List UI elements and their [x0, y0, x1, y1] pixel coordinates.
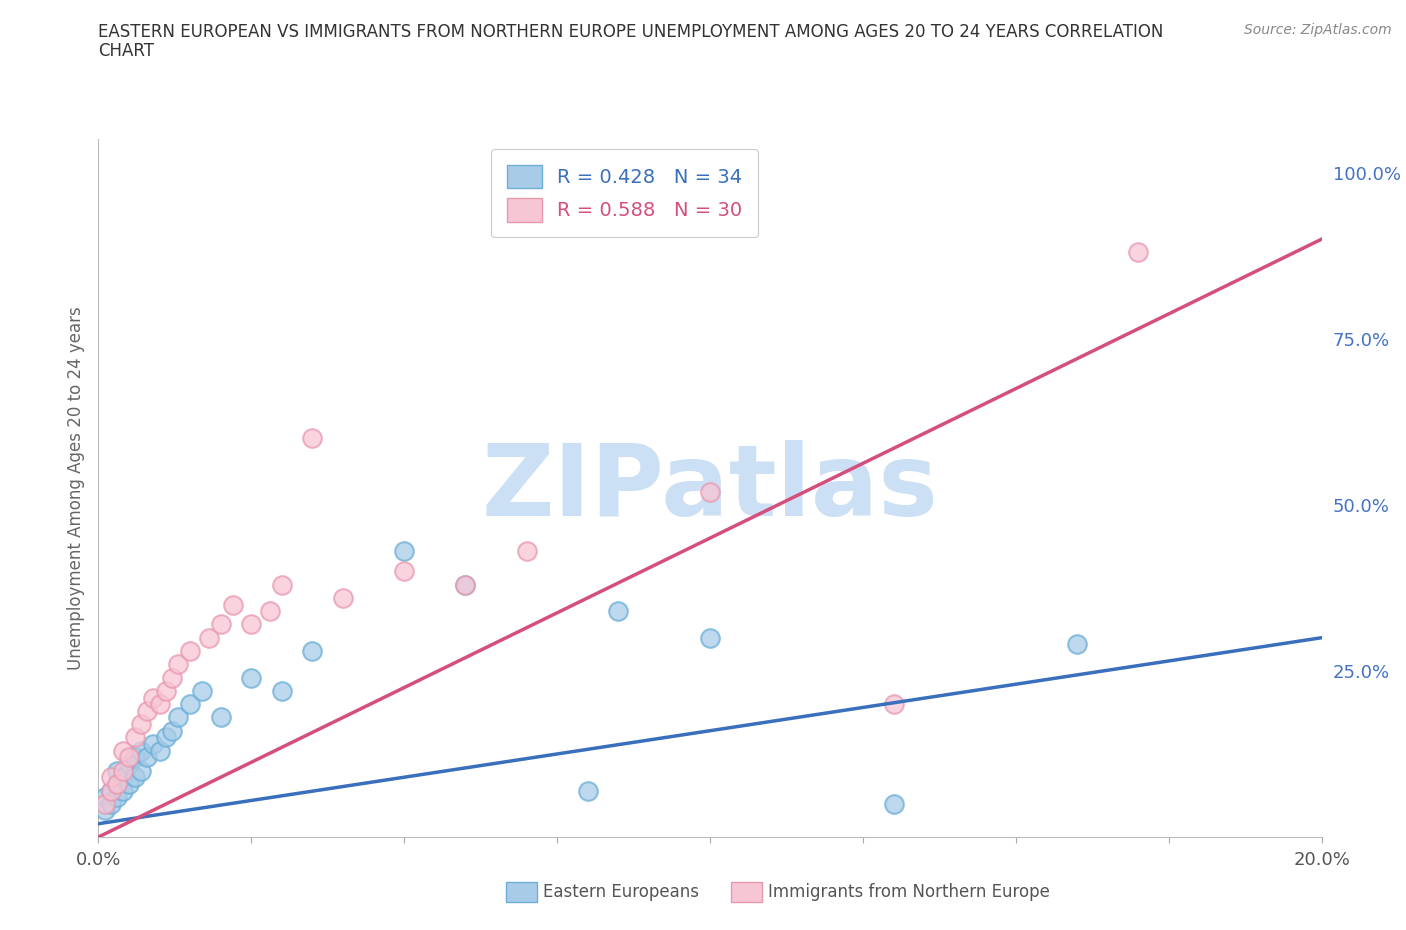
- Point: [301, 644, 323, 658]
- Point: [167, 657, 190, 671]
- Point: [259, 604, 281, 618]
- Point: [209, 710, 232, 724]
- Point: [136, 750, 159, 764]
- Point: [155, 730, 177, 745]
- Point: [155, 684, 177, 698]
- Legend: R = 0.428   N = 34, R = 0.588   N = 30: R = 0.428 N = 34, R = 0.588 N = 30: [491, 149, 758, 237]
- Point: [100, 783, 122, 798]
- Point: [392, 564, 416, 578]
- Point: [105, 777, 128, 791]
- Point: [1128, 245, 1150, 259]
- Text: Immigrants from Northern Europe: Immigrants from Northern Europe: [768, 883, 1049, 901]
- Point: [100, 783, 122, 798]
- Point: [100, 770, 122, 785]
- Point: [124, 750, 146, 764]
- Point: [129, 764, 152, 778]
- Point: [607, 604, 630, 618]
- Point: [142, 690, 165, 705]
- Point: [191, 684, 214, 698]
- Point: [142, 737, 165, 751]
- Point: [222, 597, 245, 612]
- Point: [124, 730, 146, 745]
- Point: [1066, 637, 1088, 652]
- Point: [179, 644, 201, 658]
- Point: [111, 783, 134, 798]
- Point: [240, 671, 263, 685]
- Point: [197, 631, 219, 645]
- Text: Eastern Europeans: Eastern Europeans: [543, 883, 699, 901]
- Point: [136, 703, 159, 718]
- Point: [129, 717, 152, 732]
- Point: [240, 617, 263, 631]
- Point: [516, 544, 538, 559]
- Point: [332, 591, 354, 605]
- Point: [105, 764, 128, 778]
- Point: [883, 796, 905, 811]
- Point: [160, 671, 183, 685]
- Point: [392, 544, 416, 559]
- Point: [149, 743, 172, 758]
- Y-axis label: Unemployment Among Ages 20 to 24 years: Unemployment Among Ages 20 to 24 years: [66, 306, 84, 671]
- Text: EASTERN EUROPEAN VS IMMIGRANTS FROM NORTHERN EUROPE UNEMPLOYMENT AMONG AGES 20 T: EASTERN EUROPEAN VS IMMIGRANTS FROM NORT…: [98, 23, 1164, 41]
- Point: [105, 790, 128, 804]
- Point: [93, 803, 115, 817]
- Point: [167, 710, 190, 724]
- Point: [118, 750, 141, 764]
- Point: [129, 743, 152, 758]
- Point: [111, 770, 134, 785]
- Point: [301, 431, 323, 445]
- Point: [699, 631, 721, 645]
- Point: [93, 790, 115, 804]
- Point: [118, 777, 141, 791]
- Point: [454, 578, 477, 592]
- Point: [93, 796, 115, 811]
- Point: [111, 743, 134, 758]
- Point: [270, 578, 292, 592]
- Point: [699, 485, 721, 499]
- Point: [105, 777, 128, 791]
- Point: [100, 796, 122, 811]
- Text: ZIPatlas: ZIPatlas: [482, 440, 938, 537]
- Point: [149, 697, 172, 711]
- Point: [118, 756, 141, 771]
- Text: CHART: CHART: [98, 42, 155, 60]
- Point: [270, 684, 292, 698]
- Point: [179, 697, 201, 711]
- Point: [454, 578, 477, 592]
- Point: [124, 770, 146, 785]
- Point: [209, 617, 232, 631]
- Text: Source: ZipAtlas.com: Source: ZipAtlas.com: [1244, 23, 1392, 37]
- Point: [111, 764, 134, 778]
- Point: [160, 724, 183, 738]
- Point: [883, 697, 905, 711]
- Point: [576, 783, 599, 798]
